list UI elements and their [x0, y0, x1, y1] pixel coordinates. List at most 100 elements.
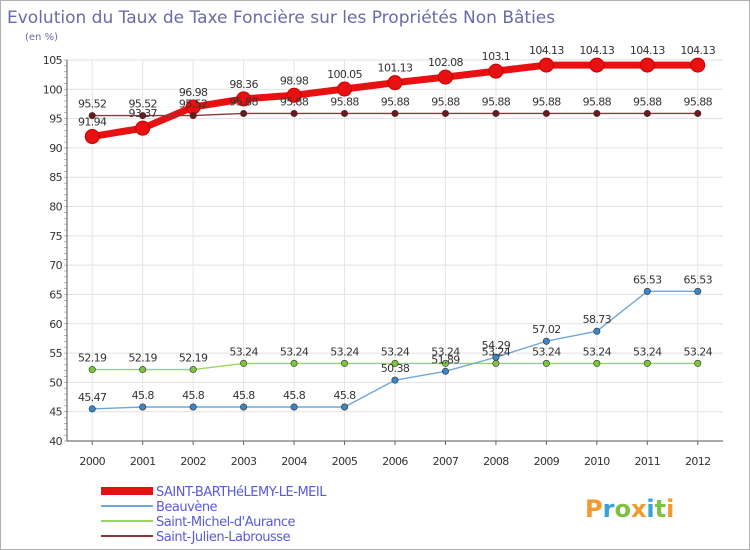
- data-label: 103.1: [482, 50, 511, 63]
- legend-label: SAINT-BARTHéLEMY-LE-MEIL: [156, 485, 327, 500]
- x-tick-label: 2012: [685, 455, 711, 468]
- data-point: [542, 109, 550, 117]
- logo-letter: o: [614, 495, 631, 523]
- data-point: [492, 109, 500, 117]
- data-label: 102.08: [428, 56, 463, 69]
- data-label: 52.19: [78, 352, 107, 365]
- data-label: 95.88: [330, 95, 359, 108]
- x-tick-label: 2007: [433, 455, 459, 468]
- data-label: 95.88: [431, 95, 460, 108]
- data-label: 91.94: [78, 116, 107, 129]
- data-label: 95.88: [684, 95, 713, 108]
- data-point: [391, 109, 399, 117]
- x-tick-label: 2004: [281, 455, 307, 468]
- data-point: [643, 109, 651, 117]
- data-label: 53.24: [633, 345, 662, 358]
- data-label: 53.24: [280, 345, 309, 358]
- data-label: 95.52: [128, 98, 157, 111]
- data-label: 101.13: [378, 62, 413, 75]
- chart-unit: (en %): [25, 32, 58, 43]
- y-tick-label: 55: [49, 347, 62, 360]
- data-label: 95.88: [583, 95, 612, 108]
- data-label: 45.8: [182, 389, 205, 402]
- x-tick-label: 2006: [382, 455, 408, 468]
- x-tick-label: 2003: [231, 455, 257, 468]
- data-point: [589, 57, 605, 73]
- logo-letter: r: [603, 495, 615, 523]
- data-point: [240, 109, 248, 117]
- chart-legend: SAINT-BARTHéLEMY-LE-MEILBeauvèneSaint-Mi…: [101, 485, 328, 545]
- chart-series: [84, 57, 706, 413]
- data-point: [391, 376, 399, 384]
- data-point: [290, 403, 298, 411]
- legend-label: Saint-Michel-d'Aurance: [156, 515, 296, 530]
- y-tick-label: 65: [49, 288, 62, 301]
- data-label: 98.36: [229, 78, 258, 91]
- data-label: 93.37: [128, 107, 157, 120]
- data-label: 95.52: [179, 98, 208, 111]
- chart-title: Evolution du Taux de Taxe Foncière sur l…: [7, 8, 555, 28]
- data-label: 104.13: [630, 44, 665, 57]
- data-point: [341, 109, 349, 117]
- y-tick-label: 50: [49, 376, 62, 389]
- x-tick-label: 2001: [130, 455, 156, 468]
- data-point: [240, 359, 248, 367]
- data-label: 45.8: [333, 389, 356, 402]
- x-tick-label: 2009: [534, 455, 560, 468]
- y-tick-label: 60: [49, 318, 62, 331]
- data-point: [593, 359, 601, 367]
- data-point: [593, 327, 601, 335]
- x-tick-label: 2005: [332, 455, 358, 468]
- logo-letter: x: [631, 495, 647, 523]
- data-point: [139, 403, 147, 411]
- data-point: [387, 75, 403, 91]
- data-point: [542, 337, 550, 345]
- data-label: 104.13: [680, 44, 715, 57]
- data-point: [236, 91, 252, 107]
- data-label: 52.19: [128, 352, 157, 365]
- x-tick-label: 2011: [635, 455, 661, 468]
- data-point: [542, 359, 550, 367]
- data-label: 57.02: [532, 323, 561, 336]
- data-point: [135, 120, 151, 136]
- data-label: 45.8: [283, 389, 306, 402]
- data-point: [88, 366, 96, 374]
- data-point: [639, 57, 655, 73]
- data-label: 53.24: [532, 345, 561, 358]
- logo-letter: i: [646, 495, 654, 523]
- data-label: 95.88: [633, 95, 662, 108]
- data-point: [441, 109, 449, 117]
- data-point: [84, 129, 100, 145]
- data-label: 95.88: [229, 95, 258, 108]
- data-point: [437, 69, 453, 85]
- data-point: [593, 109, 601, 117]
- data-label: 65.53: [684, 273, 713, 286]
- data-label: 100.05: [327, 68, 362, 81]
- x-tick-label: 2000: [79, 455, 105, 468]
- data-point: [290, 109, 298, 117]
- chart-data-labels: 91.94 93.37 96.98 98.36 98.98 100.05 101.13 102…: [78, 44, 716, 404]
- data-point: [538, 57, 554, 73]
- y-tick-label: 40: [49, 435, 62, 448]
- data-point: [189, 112, 197, 120]
- data-point: [492, 353, 500, 361]
- data-label: 53.24: [381, 345, 410, 358]
- data-label: 45.8: [233, 389, 256, 402]
- data-point: [643, 359, 651, 367]
- x-tick-label: 2002: [180, 455, 206, 468]
- y-tick-label: 75: [49, 230, 62, 243]
- data-label: 58.73: [583, 313, 612, 326]
- y-tick-label: 95: [49, 113, 62, 126]
- y-tick-label: 105: [43, 54, 63, 67]
- data-label: 53.24: [684, 345, 713, 358]
- data-point: [337, 81, 353, 97]
- data-point: [391, 359, 399, 367]
- data-label: 95.52: [78, 98, 107, 111]
- data-label: 104.13: [579, 44, 614, 57]
- data-point: [492, 359, 500, 367]
- data-point: [139, 366, 147, 374]
- data-label: 95.88: [532, 95, 561, 108]
- y-tick-label: 90: [49, 142, 62, 155]
- x-tick-label: 2010: [584, 455, 610, 468]
